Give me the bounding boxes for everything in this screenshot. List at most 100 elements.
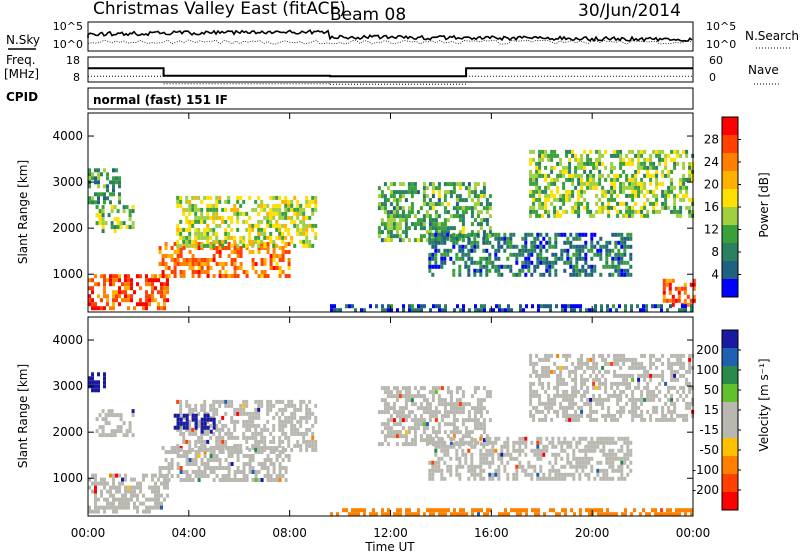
power-cell [395,206,399,211]
power-cell [206,266,210,270]
velocity-cell [557,476,561,481]
velocity-cell [278,443,282,448]
power-cell [115,294,118,299]
power-cell [544,197,548,202]
power-cell [605,244,609,249]
velocity-cell [416,394,420,399]
velocity-cell [565,357,569,362]
velocity-cell [601,405,605,410]
power-cell [107,213,111,218]
velocity-cell [115,509,118,514]
velocity-cell [500,452,504,457]
velocity-cell [431,476,435,481]
velocity-cell [251,419,255,424]
velocity-cell [290,419,294,424]
power-cell [115,168,118,173]
velocity-cell [308,415,312,420]
velocity-cell [573,512,576,517]
velocity-cell [398,422,402,427]
power-cell [91,172,94,177]
velocity-cell [664,381,668,386]
velocity-cell [293,423,297,428]
velocity-cell [278,478,282,482]
velocity-cell [648,512,651,517]
power-cell [245,270,249,274]
velocity-cell [623,456,627,461]
power-cell [521,248,525,253]
power-cell [293,195,297,200]
velocity-cell [535,373,539,378]
velocity-cell [584,456,588,461]
power-cell [553,149,557,154]
power-cell [683,286,687,291]
velocity-cell [580,413,584,418]
velocity-cell [532,365,536,370]
velocity-cell [590,436,594,441]
velocity-cell [139,489,142,494]
velocity-cell [131,409,135,414]
power-cell [429,308,432,313]
power-cell [218,254,222,258]
power-cell [622,181,626,186]
velocity-cell [245,411,249,416]
power-cell [559,169,563,174]
power-cell [242,211,246,216]
velocity-cell [103,509,106,514]
velocity-cell [437,430,441,435]
power-cell [112,176,115,181]
velocity-cell [536,448,540,453]
power-cell [91,286,94,291]
velocity-cell [564,508,567,513]
power-cell [206,195,210,200]
velocity-cell [443,406,447,411]
velocity-cell [574,389,578,394]
power-cell [589,173,593,178]
power-cell [392,222,396,227]
power-cell [97,294,100,299]
power-cell [530,248,534,253]
power-cell [619,165,623,170]
power-cell [151,290,154,295]
velocity-cell [230,419,234,424]
velocity-cell [428,414,432,419]
power-cell [515,272,519,277]
power-cell [98,217,102,222]
velocity-cell [539,464,543,469]
power-cell [532,157,536,162]
velocity-cell [679,365,683,370]
velocity-cell [620,456,624,461]
power-cell [617,232,621,237]
power-cell [575,272,579,277]
power-cell [637,161,641,166]
power-cell [407,190,411,195]
velocity-cell [589,397,593,402]
power-cell [479,264,483,269]
velocity-cell [479,476,483,481]
velocity-cell [598,393,602,398]
power-cell [661,205,665,210]
power-cell [428,252,432,257]
velocity-cell [619,397,623,402]
power-cell [622,189,626,194]
colorbar-tick-label: 15 [704,403,719,417]
power-cell [185,262,189,266]
power-cell [139,302,142,307]
velocity-cell [579,508,582,513]
velocity-cell [109,493,112,498]
velocity-cell [640,365,644,370]
power-cell [257,243,261,248]
power-cell [161,254,165,258]
power-cell [443,230,447,235]
velocity-cell [275,447,279,452]
velocity-cell [112,473,115,478]
power-cell [598,209,602,214]
power-cell [284,223,288,228]
velocity-cell [194,470,198,474]
velocity-cell [616,381,620,386]
velocity-cell [269,478,273,482]
velocity-cell [559,381,563,386]
power-cell [402,308,405,313]
power-cell [548,272,552,277]
velocity-cell [194,439,198,444]
velocity-cell [293,411,297,416]
